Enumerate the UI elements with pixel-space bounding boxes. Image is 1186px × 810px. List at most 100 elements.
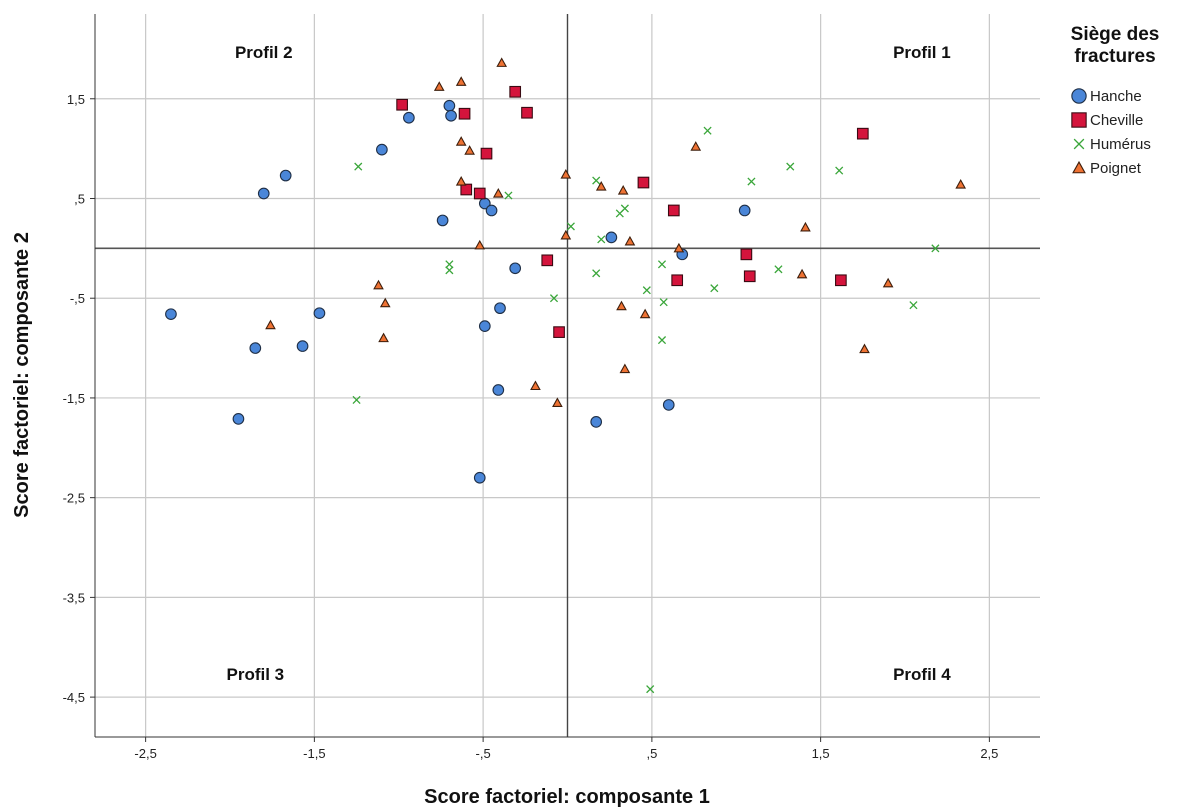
data-point-x — [703, 126, 712, 135]
data-point-x — [620, 204, 629, 213]
legend-label: Hanche — [1090, 88, 1142, 105]
data-point-circle — [296, 340, 309, 352]
data-point-x — [549, 294, 559, 303]
data-point-circle — [376, 143, 388, 156]
legend: Siège des fractures Hanche Cheville Huméru… — [1071, 24, 1160, 177]
data-point-circle — [257, 187, 270, 200]
data-point-triangle — [455, 76, 467, 86]
data-point-x — [774, 265, 783, 274]
axes — [90, 14, 1040, 742]
data-point-circle — [473, 471, 486, 484]
y-tick-label: -4,5 — [63, 690, 85, 705]
profile-annotations: Profil 1 Profil 2 Profil 3 Profil 4 — [227, 43, 952, 684]
x-tick-label: ,5 — [646, 746, 657, 761]
data-point-circle — [478, 320, 491, 332]
data-point-square — [541, 254, 554, 267]
data-point-triangle — [474, 239, 486, 250]
data-point-circle — [605, 231, 618, 244]
data-points — [165, 57, 967, 694]
data-point-x — [657, 260, 667, 269]
data-point-triangle — [455, 136, 467, 146]
data-point-x — [909, 301, 918, 310]
data-point-triangle — [859, 343, 870, 354]
data-point-triangle — [373, 279, 384, 290]
data-point-x — [747, 177, 756, 186]
series-hanche — [165, 99, 751, 484]
data-point-square — [480, 147, 493, 160]
data-point-x — [786, 162, 795, 171]
legend-label: Humérus — [1090, 136, 1151, 153]
profile-label: Profil 1 — [893, 43, 951, 62]
legend-marker-square — [1071, 112, 1087, 128]
data-point-x — [597, 235, 606, 244]
data-point-square — [473, 187, 486, 200]
data-point-triangle — [265, 319, 276, 330]
y-axis-title: Score factoriel: composante 2 — [11, 232, 33, 518]
data-point-square — [458, 107, 471, 120]
data-point-x — [352, 395, 361, 404]
legend-marker-triangle — [1072, 160, 1086, 174]
data-point-x — [445, 266, 454, 275]
y-tick-label: -2,5 — [63, 491, 85, 506]
data-point-triangle — [616, 300, 627, 311]
data-point-circle — [485, 204, 498, 217]
data-point-triangle — [690, 141, 702, 151]
series-humrus — [352, 126, 940, 694]
data-point-circle — [443, 99, 456, 112]
x-axis-title: Score factoriel: composante 1 — [424, 786, 710, 808]
data-point-x — [592, 269, 601, 278]
data-point-triangle — [560, 229, 572, 240]
data-point-square — [856, 127, 869, 140]
legend-marker-circle — [1071, 88, 1087, 104]
data-point-triangle — [492, 187, 504, 198]
data-point-triangle — [639, 308, 651, 319]
data-point-circle — [494, 302, 506, 315]
data-point-x — [710, 284, 719, 293]
profile-label: Profil 2 — [235, 43, 293, 62]
data-point-triangle — [800, 221, 811, 232]
y-tick-label: -,5 — [70, 291, 85, 306]
legend-marker-x — [1073, 138, 1085, 150]
data-point-triangle — [619, 363, 631, 374]
data-point-circle — [445, 109, 457, 122]
profile-label: Profil 3 — [227, 665, 285, 684]
data-point-circle — [509, 262, 522, 275]
data-point-circle — [738, 204, 751, 217]
data-point-triangle — [530, 380, 541, 391]
data-point-square — [637, 176, 650, 189]
data-point-triangle — [955, 178, 967, 189]
data-point-triangle — [464, 145, 475, 155]
data-point-triangle — [796, 268, 808, 279]
tick-labels: -2,5 -1,5 -,5 ,5 1,5 2,5 1,5 ,5 -,5 -1,5 -2,5 -3,5 -… — [63, 92, 999, 761]
data-point-square — [743, 270, 756, 283]
data-point-triangle — [595, 180, 607, 191]
reference-lines — [95, 14, 1040, 737]
data-point-square — [667, 204, 680, 217]
data-point-square — [509, 85, 522, 98]
data-point-x — [646, 685, 655, 694]
data-point-triangle — [496, 57, 508, 67]
data-point-square — [835, 274, 847, 287]
series-cheville — [396, 85, 869, 338]
data-point-triangle — [379, 297, 391, 308]
y-tick-label: ,5 — [74, 191, 85, 206]
data-point-square — [521, 106, 533, 119]
data-point-square — [671, 274, 684, 287]
data-point-circle — [436, 214, 449, 227]
data-point-triangle — [617, 184, 629, 195]
data-point-triangle — [378, 332, 389, 343]
x-tick-label: -2,5 — [134, 746, 156, 761]
legend-label: Poignet — [1090, 160, 1142, 177]
data-point-x — [931, 244, 940, 253]
data-point-square — [740, 248, 753, 261]
x-tick-label: -,5 — [476, 746, 491, 761]
data-point-circle — [249, 342, 262, 354]
data-point-x — [835, 166, 844, 175]
data-point-triangle — [624, 235, 636, 246]
data-point-x — [354, 162, 363, 171]
data-point-x — [642, 286, 651, 295]
legend-title-line-2: fractures — [1074, 46, 1155, 67]
x-tick-label: -1,5 — [303, 746, 325, 761]
data-point-x — [592, 176, 601, 185]
